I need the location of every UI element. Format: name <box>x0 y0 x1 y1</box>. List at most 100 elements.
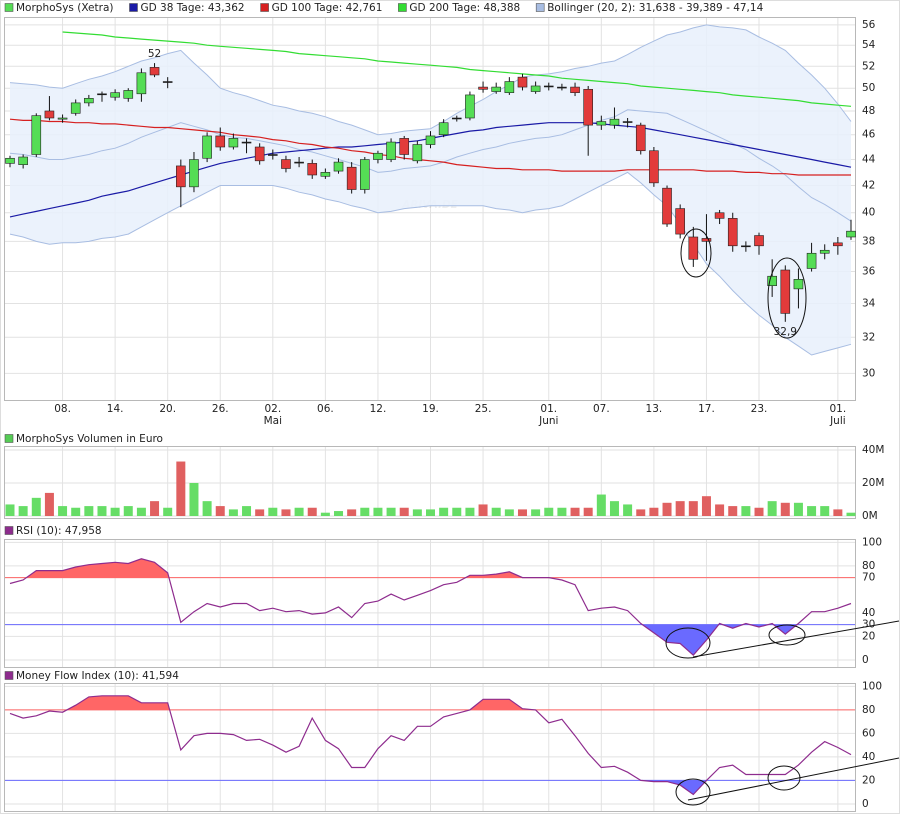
overbought-fill <box>10 695 851 710</box>
bollinger-band <box>10 24 851 356</box>
candle-body <box>31 115 42 155</box>
volume-bar <box>780 502 790 516</box>
volume-bar <box>84 506 94 516</box>
volume-bar <box>71 507 81 516</box>
candle-body <box>662 187 672 225</box>
x-tick-label: 01. <box>830 403 847 415</box>
candle-body <box>675 208 685 235</box>
x-tick-label: 20. <box>159 403 176 415</box>
y-tick-label: 44 <box>862 154 876 166</box>
y-tick-label: 30 <box>862 619 875 631</box>
candle-body <box>176 165 186 188</box>
indicator-line <box>9 695 852 796</box>
legend-label: Bollinger (20, 2): 31,638 - 39,389 - 47,… <box>547 2 763 14</box>
candle-body <box>727 218 738 247</box>
candle-body <box>18 156 28 165</box>
x-month-label: Juni <box>538 415 558 427</box>
volume-bar <box>18 506 28 516</box>
overbought-fill <box>26 558 549 578</box>
volume-bar <box>255 509 265 516</box>
y-tick-label: 0 <box>862 654 869 666</box>
candle-body <box>557 86 567 89</box>
volume-bar <box>583 507 593 516</box>
candle-body <box>491 86 502 92</box>
candle-body <box>149 67 160 76</box>
candle-body <box>793 279 804 290</box>
volume-bar <box>228 509 238 516</box>
volume-bar <box>465 507 475 516</box>
candle-body <box>754 235 764 247</box>
volume-bar <box>44 492 54 516</box>
volume-bar <box>347 509 357 516</box>
volume-bar <box>136 507 146 516</box>
trend-line <box>687 757 900 801</box>
legend-label: MorphoSys Volumen in Euro <box>16 433 163 445</box>
volume-bar <box>570 507 580 516</box>
oversold-fill <box>10 624 851 656</box>
legend-swatch <box>398 3 407 12</box>
candle-body <box>373 152 383 160</box>
legend-swatch <box>4 3 14 12</box>
volume-bar <box>439 507 449 516</box>
y-tick-label: 70 <box>862 572 875 584</box>
legend-swatch <box>535 3 545 12</box>
candle-body <box>320 172 331 177</box>
x-tick-label: 26. <box>212 403 229 415</box>
candle-body <box>701 238 712 242</box>
x-tick-label: 07. <box>593 403 610 415</box>
legend-swatch <box>260 3 269 12</box>
candle-body <box>833 242 843 247</box>
legend-label: GD 38 Tage: 43,362 <box>140 2 244 14</box>
annotation-circle <box>675 778 711 806</box>
legend-swatch <box>4 671 14 680</box>
candle-body <box>767 275 777 286</box>
candle-body <box>110 92 120 98</box>
candle-body <box>281 159 291 169</box>
volume-bar <box>189 482 199 516</box>
volume-bar <box>754 507 764 516</box>
volume-bar <box>478 504 488 516</box>
candle-body <box>596 121 607 126</box>
annotations <box>665 228 900 806</box>
volume-bar <box>701 496 711 516</box>
y-tick-label: 60 <box>862 727 875 739</box>
x-tick-label: 06. <box>317 403 334 415</box>
volume-bar <box>123 506 133 516</box>
y-tick-label: 20 <box>862 774 875 786</box>
volume-bar <box>544 507 554 516</box>
volume-bar <box>491 507 501 516</box>
legend-swatch <box>4 526 14 535</box>
volume-bar <box>675 501 685 516</box>
volume-bar <box>399 507 409 516</box>
candle-body <box>359 159 370 190</box>
volume-bar <box>728 506 738 516</box>
candle-body <box>202 135 212 159</box>
volume-bar <box>609 501 619 516</box>
volume-bar <box>97 506 107 516</box>
y-tick-label: 0M <box>862 510 878 522</box>
candle-body <box>438 122 449 136</box>
volume-bar <box>807 506 817 516</box>
volume-bar <box>176 461 186 516</box>
volume-bar <box>833 509 843 516</box>
volume-bar <box>307 507 317 516</box>
y-tick-label: 80 <box>862 704 875 716</box>
candle-body <box>806 252 817 269</box>
candle-body <box>741 245 751 248</box>
x-tick-label: 08. <box>54 403 71 415</box>
y-tick-label: 34 <box>862 297 876 309</box>
volume-bar <box>452 507 462 516</box>
y-tick-label: 38 <box>862 235 875 247</box>
volume-bar <box>636 509 646 516</box>
y-tick-label: 20M <box>862 477 884 489</box>
candle-body <box>84 98 94 104</box>
legend-label: GD 200 Tage: 48,388 <box>409 2 520 14</box>
candle-body <box>307 163 318 176</box>
candle-body <box>123 90 134 99</box>
x-month-label: Mai <box>264 415 282 427</box>
candle-body <box>57 117 68 120</box>
volume-bar <box>688 501 698 516</box>
candle-body <box>780 269 791 314</box>
max-label: 52 <box>148 48 161 60</box>
candle-body <box>70 102 81 114</box>
